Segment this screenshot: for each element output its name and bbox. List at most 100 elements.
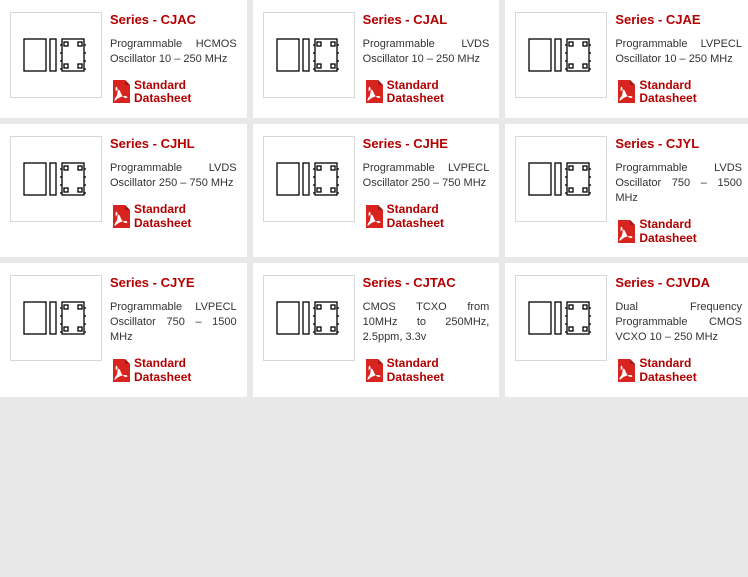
product-description: Programmable LVDS Oscillator 750 – 1500 … <box>615 161 742 206</box>
datasheet-link[interactable]: Standard Datasheet <box>110 79 237 107</box>
datasheet-link[interactable]: Standard Datasheet <box>615 79 742 107</box>
pdf-icon <box>110 204 132 230</box>
datasheet-label: Standard Datasheet <box>387 203 444 231</box>
product-title[interactable]: Series - CJVDA <box>615 275 742 290</box>
pdf-icon <box>110 79 132 105</box>
datasheet-label-line: Standard <box>639 357 696 371</box>
datasheet-label: Standard Datasheet <box>134 79 191 107</box>
datasheet-link[interactable]: Standard Datasheet <box>615 357 742 385</box>
product-card: Series - CJAC Programmable HCMOS Oscilla… <box>0 0 247 118</box>
datasheet-label: Standard Datasheet <box>639 218 696 246</box>
oscillator-icon <box>20 157 92 201</box>
datasheet-link[interactable]: Standard Datasheet <box>363 357 490 385</box>
pdf-icon <box>110 358 132 384</box>
datasheet-label: Standard Datasheet <box>134 357 191 385</box>
datasheet-label: Standard Datasheet <box>387 79 444 107</box>
product-card: Series - CJAL Programmable LVDS Oscillat… <box>253 0 500 118</box>
product-info: Series - CJYE Programmable LVPECL Oscill… <box>110 275 237 384</box>
product-card: Series - CJVDA Dual Frequency Programmab… <box>505 263 748 396</box>
datasheet-label-line: Datasheet <box>134 371 191 385</box>
product-info: Series - CJYL Programmable LVDS Oscillat… <box>615 136 742 245</box>
product-thumbnail[interactable] <box>10 12 102 98</box>
oscillator-icon <box>273 157 345 201</box>
product-info: Series - CJVDA Dual Frequency Programmab… <box>615 275 742 384</box>
datasheet-label-line: Standard <box>639 218 696 232</box>
datasheet-label: Standard Datasheet <box>639 79 696 107</box>
product-thumbnail[interactable] <box>263 136 355 222</box>
product-description: Programmable LVDS Oscillator 250 – 750 M… <box>110 161 237 191</box>
oscillator-icon <box>273 33 345 77</box>
oscillator-icon <box>273 296 345 340</box>
product-card: Series - CJHE Programmable LVPECL Oscill… <box>253 124 500 257</box>
product-title[interactable]: Series - CJTAC <box>363 275 490 290</box>
product-title[interactable]: Series - CJYL <box>615 136 742 151</box>
product-description: Programmable HCMOS Oscillator 10 – 250 M… <box>110 37 237 67</box>
product-description: Programmable LVPECL Oscillator 10 – 250 … <box>615 37 742 67</box>
datasheet-label-line: Standard <box>639 79 696 93</box>
product-thumbnail[interactable] <box>263 12 355 98</box>
pdf-icon <box>615 79 637 105</box>
datasheet-label: Standard Datasheet <box>134 203 191 231</box>
product-info: Series - CJHE Programmable LVPECL Oscill… <box>363 136 490 230</box>
product-description: Programmable LVPECL Oscillator 750 – 150… <box>110 300 237 345</box>
product-description: CMOS TCXO from 10MHz to 250MHz, 2.5ppm, … <box>363 300 490 345</box>
product-info: Series - CJAL Programmable LVDS Oscillat… <box>363 12 490 106</box>
product-description: Dual Frequency Programmable CMOS VCXO 10… <box>615 300 742 345</box>
product-thumbnail[interactable] <box>10 275 102 361</box>
product-title[interactable]: Series - CJHL <box>110 136 237 151</box>
product-thumbnail[interactable] <box>515 275 607 361</box>
oscillator-icon <box>525 157 597 201</box>
datasheet-link[interactable]: Standard Datasheet <box>110 357 237 385</box>
product-card: Series - CJAE Programmable LVPECL Oscill… <box>505 0 748 118</box>
datasheet-link[interactable]: Standard Datasheet <box>110 203 237 231</box>
datasheet-label-line: Datasheet <box>639 371 696 385</box>
product-card: Series - CJYL Programmable LVDS Oscillat… <box>505 124 748 257</box>
oscillator-icon <box>525 33 597 77</box>
datasheet-label-line: Standard <box>134 357 191 371</box>
datasheet-link[interactable]: Standard Datasheet <box>363 79 490 107</box>
product-info: Series - CJAE Programmable LVPECL Oscill… <box>615 12 742 106</box>
product-grid: Series - CJAC Programmable HCMOS Oscilla… <box>0 0 748 397</box>
datasheet-label: Standard Datasheet <box>387 357 444 385</box>
pdf-icon <box>363 204 385 230</box>
datasheet-label-line: Datasheet <box>134 92 191 106</box>
datasheet-label-line: Datasheet <box>387 371 444 385</box>
datasheet-label-line: Standard <box>387 357 444 371</box>
datasheet-label: Standard Datasheet <box>639 357 696 385</box>
oscillator-icon <box>20 296 92 340</box>
product-description: Programmable LVDS Oscillator 10 – 250 MH… <box>363 37 490 67</box>
pdf-icon <box>363 79 385 105</box>
product-title[interactable]: Series - CJYE <box>110 275 237 290</box>
datasheet-label-line: Standard <box>134 79 191 93</box>
pdf-icon <box>615 358 637 384</box>
datasheet-label-line: Datasheet <box>387 217 444 231</box>
datasheet-link[interactable]: Standard Datasheet <box>615 218 742 246</box>
product-thumbnail[interactable] <box>10 136 102 222</box>
datasheet-label-line: Standard <box>387 203 444 217</box>
datasheet-label-line: Datasheet <box>134 217 191 231</box>
product-title[interactable]: Series - CJHE <box>363 136 490 151</box>
datasheet-label-line: Standard <box>387 79 444 93</box>
oscillator-icon <box>20 33 92 77</box>
datasheet-link[interactable]: Standard Datasheet <box>363 203 490 231</box>
datasheet-label-line: Datasheet <box>387 92 444 106</box>
product-description: Programmable LVPECL Oscillator 250 – 750… <box>363 161 490 191</box>
datasheet-label-line: Standard <box>134 203 191 217</box>
product-title[interactable]: Series - CJAL <box>363 12 490 27</box>
product-card: Series - CJHL Programmable LVDS Oscillat… <box>0 124 247 257</box>
product-card: Series - CJTAC CMOS TCXO from 10MHz to 2… <box>253 263 500 396</box>
product-title[interactable]: Series - CJAC <box>110 12 237 27</box>
pdf-icon <box>363 358 385 384</box>
product-info: Series - CJHL Programmable LVDS Oscillat… <box>110 136 237 230</box>
product-thumbnail[interactable] <box>263 275 355 361</box>
oscillator-icon <box>525 296 597 340</box>
product-thumbnail[interactable] <box>515 12 607 98</box>
product-card: Series - CJYE Programmable LVPECL Oscill… <box>0 263 247 396</box>
product-info: Series - CJAC Programmable HCMOS Oscilla… <box>110 12 237 106</box>
datasheet-label-line: Datasheet <box>639 92 696 106</box>
product-title[interactable]: Series - CJAE <box>615 12 742 27</box>
product-thumbnail[interactable] <box>515 136 607 222</box>
product-info: Series - CJTAC CMOS TCXO from 10MHz to 2… <box>363 275 490 384</box>
pdf-icon <box>615 219 637 245</box>
datasheet-label-line: Datasheet <box>639 232 696 246</box>
